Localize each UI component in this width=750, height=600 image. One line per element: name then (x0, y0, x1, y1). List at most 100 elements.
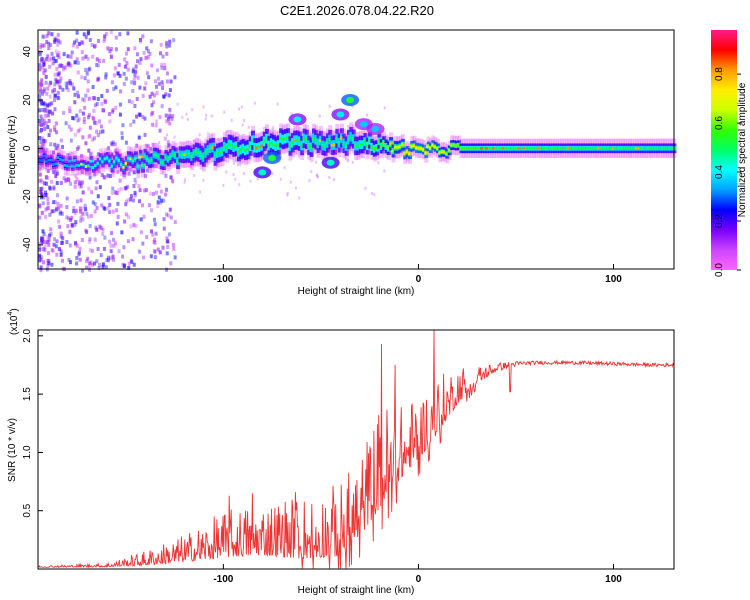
noise-point (65, 205, 69, 210)
noise-point (158, 141, 161, 145)
noise-point (142, 255, 146, 260)
noise-point (50, 166, 54, 171)
noise-point (89, 260, 93, 265)
noise-point (136, 75, 140, 80)
band-core (42, 154, 47, 158)
band-core (435, 146, 440, 150)
noise-point (134, 223, 138, 228)
band-core (325, 141, 330, 145)
noise-point (113, 66, 117, 71)
band-core (564, 146, 569, 150)
noise-point (81, 56, 85, 61)
noise-point (96, 96, 100, 101)
noise-point (38, 87, 42, 92)
noise-point (377, 161, 380, 165)
noise-point (38, 94, 42, 99)
noise-point (158, 128, 162, 133)
noise-point (55, 67, 59, 72)
band-core (567, 146, 572, 150)
spectrogram-panel: -100 0 100 -40 -20 0 20 40 Height of straight … (7, 29, 677, 297)
noise-point (137, 135, 141, 140)
noise-point (118, 73, 122, 78)
noise-point (106, 255, 110, 260)
noise-point (165, 187, 169, 192)
noise-point (88, 175, 92, 180)
noise-point (54, 58, 58, 63)
band-core (585, 146, 590, 150)
noise-point (46, 234, 50, 239)
noise-point (55, 193, 59, 198)
noise-point (94, 186, 98, 191)
noise-point (46, 176, 50, 181)
noise-point (77, 252, 81, 257)
noise-point (81, 111, 85, 116)
noise-point (42, 101, 46, 106)
band-core (117, 159, 122, 162)
band-core (115, 156, 120, 160)
noise-point (128, 167, 132, 172)
noise-point (77, 145, 81, 150)
band-core (166, 157, 171, 161)
noise-point (148, 51, 152, 56)
noise-point (328, 176, 331, 180)
band-core (258, 145, 263, 149)
noise-point (48, 94, 52, 99)
noise-point (101, 232, 105, 237)
noise-point (165, 267, 169, 272)
noise-point (109, 30, 113, 35)
noise-point (79, 184, 83, 189)
band-core (550, 146, 555, 150)
noise-point (347, 159, 350, 163)
band-core (236, 150, 241, 154)
noise-point (54, 244, 58, 249)
noise-point (370, 192, 373, 196)
band-core (414, 146, 419, 150)
noise-point (73, 100, 77, 105)
noise-point (86, 214, 90, 219)
noise-point (165, 79, 169, 84)
noise-point (88, 239, 92, 244)
noise-point (165, 71, 169, 76)
noise-point (131, 237, 135, 242)
band-core (670, 146, 675, 150)
noise-point (59, 249, 63, 254)
noise-point (279, 154, 282, 158)
band-core (358, 143, 363, 146)
noise-point (75, 177, 79, 182)
noise-point (150, 208, 154, 213)
noise-point (253, 101, 256, 105)
band-core (494, 146, 499, 150)
noise-point (54, 146, 58, 151)
noise-point (124, 64, 128, 69)
band-core (375, 146, 380, 150)
noise-point (45, 148, 49, 153)
noise-point (130, 259, 134, 264)
band-core (208, 146, 213, 150)
noise-point (129, 258, 133, 263)
noise-point (133, 46, 137, 51)
noise-point (127, 261, 131, 266)
noise-point (51, 111, 55, 116)
band-core (215, 151, 220, 155)
noise-point (168, 39, 172, 44)
band-core (89, 159, 94, 163)
noise-point (159, 189, 163, 194)
noise-point (135, 143, 139, 148)
noise-point (168, 112, 171, 116)
band-core (124, 162, 129, 165)
noise-point (108, 210, 112, 215)
noise-point (48, 109, 52, 114)
band-core (241, 147, 246, 150)
band-core (377, 139, 382, 143)
band-core (649, 146, 654, 150)
band-core (61, 158, 66, 162)
noise-point (153, 249, 157, 254)
noise-point (271, 171, 274, 175)
noise-point (53, 200, 57, 205)
noise-point (147, 144, 151, 149)
band-core (143, 154, 148, 158)
noise-point (39, 45, 43, 50)
noise-point (165, 51, 169, 56)
band-core (337, 141, 342, 145)
noise-point (39, 178, 43, 183)
